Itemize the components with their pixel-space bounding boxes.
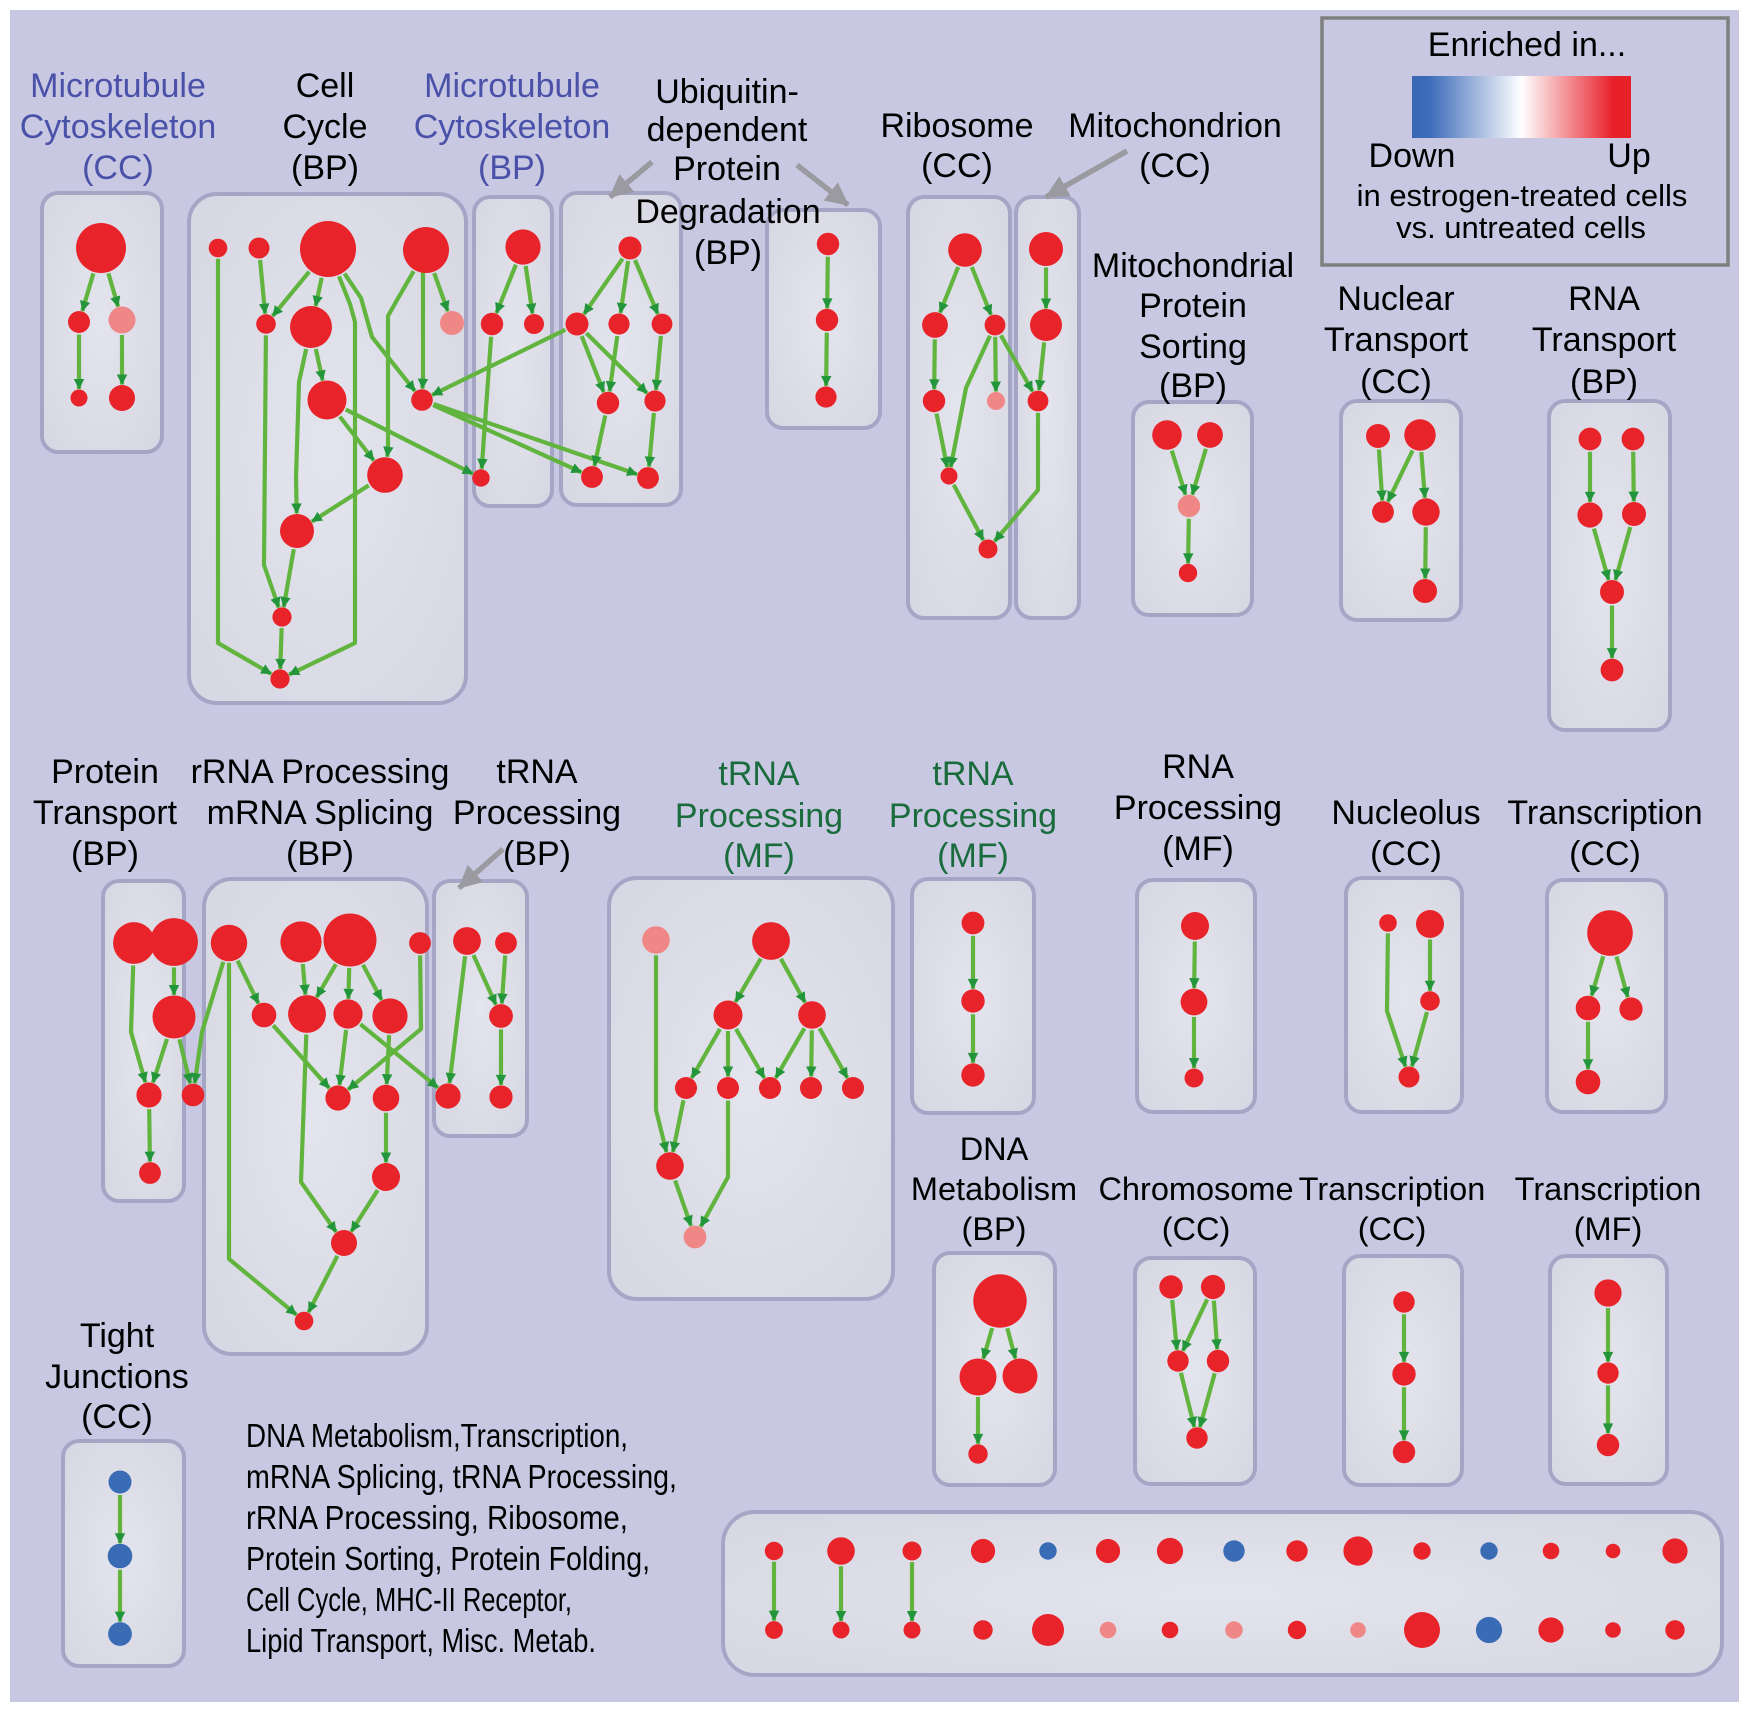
svg-text:Cytoskeleton: Cytoskeleton xyxy=(414,108,611,146)
svg-text:Down: Down xyxy=(1369,137,1456,175)
svg-text:vs. untreated cells: vs. untreated cells xyxy=(1396,210,1646,245)
svg-text:Protein: Protein xyxy=(1139,287,1247,325)
svg-text:Protein Sorting, Protein Foldi: Protein Sorting, Protein Folding, xyxy=(246,1540,650,1577)
svg-text:in estrogen-treated cells: in estrogen-treated cells xyxy=(1357,178,1688,213)
svg-text:Transcription: Transcription xyxy=(1515,1171,1702,1207)
svg-text:dependent: dependent xyxy=(647,111,808,149)
svg-text:Cell Cycle, MHC-II Receptor,: Cell Cycle, MHC-II Receptor, xyxy=(246,1581,572,1618)
svg-text:Tight: Tight xyxy=(80,1317,155,1355)
svg-text:(CC): (CC) xyxy=(1360,363,1432,401)
svg-text:Transport: Transport xyxy=(33,794,178,832)
svg-text:Processing: Processing xyxy=(889,797,1057,835)
svg-text:(CC): (CC) xyxy=(921,147,993,185)
svg-text:Cell: Cell xyxy=(296,67,355,105)
svg-text:Degradation: Degradation xyxy=(635,193,820,231)
svg-text:(BP): (BP) xyxy=(71,835,139,873)
svg-text:Nuclear: Nuclear xyxy=(1337,280,1454,318)
svg-text:Cycle: Cycle xyxy=(282,108,367,146)
svg-text:rRNA Processing: rRNA Processing xyxy=(191,753,450,791)
svg-text:Mitochondrion: Mitochondrion xyxy=(1068,107,1282,145)
svg-text:Protein: Protein xyxy=(673,150,781,188)
svg-text:(BP): (BP) xyxy=(503,835,571,873)
svg-text:rRNA Processing, Ribosome,: rRNA Processing, Ribosome, xyxy=(246,1499,628,1536)
svg-text:Protein: Protein xyxy=(51,753,159,791)
svg-text:mRNA Splicing, tRNA Processing: mRNA Splicing, tRNA Processing, xyxy=(246,1458,677,1495)
svg-text:Transport: Transport xyxy=(1324,321,1469,359)
svg-text:(BP): (BP) xyxy=(1159,367,1227,405)
svg-text:Junctions: Junctions xyxy=(45,1358,189,1396)
svg-text:(MF): (MF) xyxy=(723,837,795,875)
svg-text:(MF): (MF) xyxy=(1574,1211,1643,1247)
svg-text:Cytoskeleton: Cytoskeleton xyxy=(20,108,217,146)
svg-text:(CC): (CC) xyxy=(1162,1211,1231,1247)
svg-text:Lipid Transport, Misc. Metab.: Lipid Transport, Misc. Metab. xyxy=(246,1622,596,1659)
svg-text:Processing: Processing xyxy=(453,794,621,832)
svg-text:(CC): (CC) xyxy=(1370,835,1442,873)
svg-text:(CC): (CC) xyxy=(1569,835,1641,873)
svg-text:Up: Up xyxy=(1607,137,1650,175)
svg-text:DNA Metabolism,Transcription,: DNA Metabolism,Transcription, xyxy=(246,1417,628,1454)
svg-text:RNA: RNA xyxy=(1568,280,1640,318)
svg-text:(CC): (CC) xyxy=(82,149,154,187)
svg-text:Metabolism: Metabolism xyxy=(911,1171,1077,1207)
svg-text:Transcription: Transcription xyxy=(1507,794,1702,832)
svg-text:Transcription: Transcription xyxy=(1299,1171,1486,1207)
svg-text:tRNA: tRNA xyxy=(496,753,578,791)
svg-text:Sorting: Sorting xyxy=(1139,328,1247,366)
svg-text:(MF): (MF) xyxy=(1162,830,1234,868)
svg-text:Ribosome: Ribosome xyxy=(880,107,1033,145)
svg-text:Ubiquitin-: Ubiquitin- xyxy=(655,73,799,111)
svg-text:Chromosome: Chromosome xyxy=(1098,1171,1293,1207)
svg-text:(BP): (BP) xyxy=(1570,363,1638,401)
svg-text:mRNA Splicing: mRNA Splicing xyxy=(207,794,434,832)
svg-text:tRNA: tRNA xyxy=(932,755,1014,793)
svg-text:(BP): (BP) xyxy=(694,234,762,272)
svg-text:Mitochondrial: Mitochondrial xyxy=(1092,247,1294,285)
svg-text:(BP): (BP) xyxy=(286,835,354,873)
svg-text:Processing: Processing xyxy=(1114,789,1282,827)
svg-text:(BP): (BP) xyxy=(478,149,546,187)
svg-text:RNA: RNA xyxy=(1162,748,1234,786)
svg-text:Enriched in...: Enriched in... xyxy=(1428,26,1626,64)
svg-text:(CC): (CC) xyxy=(81,1398,153,1436)
svg-text:(MF): (MF) xyxy=(937,837,1009,875)
svg-text:(CC): (CC) xyxy=(1139,147,1211,185)
svg-text:tRNA: tRNA xyxy=(718,755,800,793)
svg-text:(BP): (BP) xyxy=(962,1211,1027,1247)
svg-text:(BP): (BP) xyxy=(291,149,359,187)
svg-text:Microtubule: Microtubule xyxy=(30,67,206,105)
svg-text:Microtubule: Microtubule xyxy=(424,67,600,105)
svg-text:Nucleolus: Nucleolus xyxy=(1331,794,1480,832)
svg-text:Processing: Processing xyxy=(675,797,843,835)
svg-text:DNA: DNA xyxy=(960,1131,1029,1167)
svg-text:(CC): (CC) xyxy=(1358,1211,1427,1247)
svg-text:Transport: Transport xyxy=(1532,321,1677,359)
